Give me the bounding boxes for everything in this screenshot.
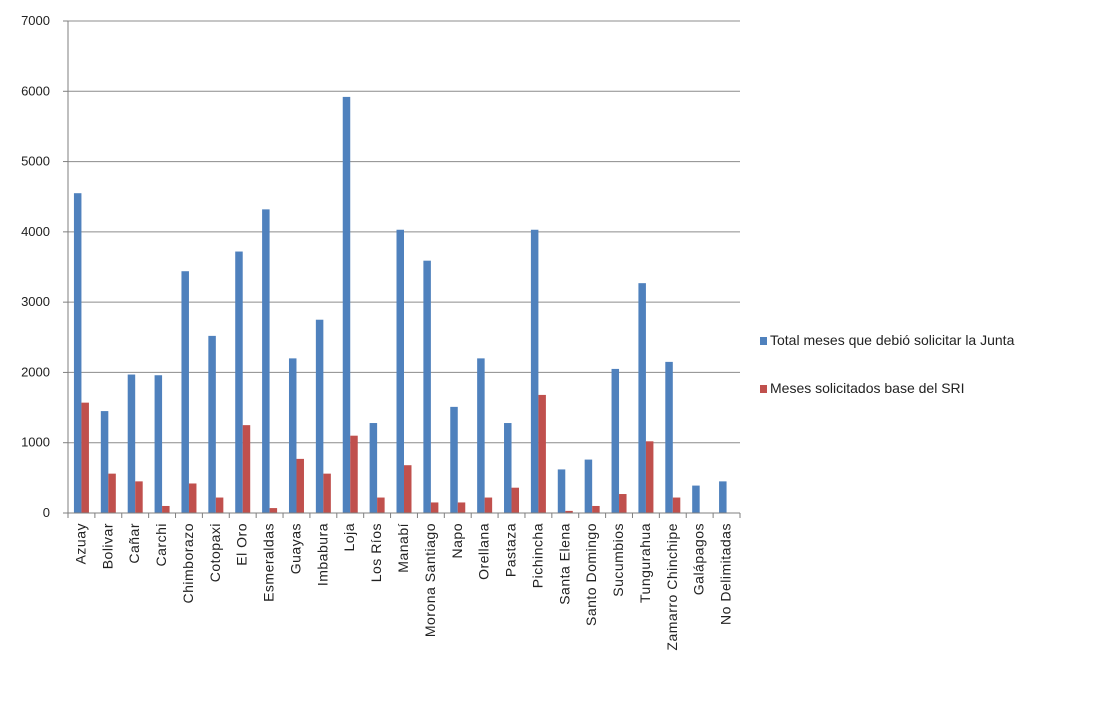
- x-category-label: Morona Santiago: [422, 523, 438, 637]
- y-tick-label: 0: [43, 505, 50, 520]
- bar-series-2-esmeraldas: [269, 508, 278, 513]
- x-category-label: Chimborazo: [180, 523, 196, 603]
- x-category-label: Bolivar: [99, 523, 115, 569]
- bar-series-1-azuay: [73, 193, 82, 513]
- x-category-label: Esmeraldas: [261, 523, 277, 602]
- x-category-label: No Delimitadas: [718, 523, 734, 625]
- x-category-label: Los Ríos: [368, 523, 384, 582]
- bar-series-1-napo: [450, 406, 458, 513]
- bar-series-2-bolivar: [108, 473, 116, 513]
- bar-series-1-carchi: [154, 375, 163, 513]
- bar-series-1-esmeraldas: [262, 209, 270, 513]
- bar-series-1-pichincha: [530, 229, 539, 513]
- bar-series-1-santo-domingo: [584, 459, 593, 513]
- x-category-label: Tungurahua: [637, 523, 653, 603]
- bar-series-1-loja: [342, 96, 351, 513]
- bar-series-2-el-oro: [242, 425, 251, 513]
- y-tick-label: 7000: [21, 13, 50, 28]
- x-category-label: Manabí: [395, 523, 411, 573]
- y-tick-label: 4000: [21, 224, 50, 239]
- bar-series-1-orellana: [477, 358, 485, 513]
- x-category-label: Sucumbios: [610, 523, 626, 597]
- y-tick-label: 5000: [21, 154, 50, 169]
- bar-series-2-orellana: [484, 497, 493, 513]
- legend-label: Meses solicitados base del SRI: [770, 380, 965, 396]
- bar-series-2-chimborazo: [188, 483, 197, 513]
- bar-series-1-el-oro: [235, 251, 243, 513]
- bar-series-2-cotopaxi: [215, 497, 224, 513]
- legend-swatch: [760, 385, 767, 393]
- x-category-label: Pichincha: [529, 523, 545, 588]
- bar-series-2-santo-domingo: [592, 505, 600, 513]
- bar-series-2-los-r-os: [377, 497, 385, 513]
- bar-series-2-imbabura: [323, 473, 331, 513]
- bar-series-2-ca-ar: [135, 481, 143, 513]
- x-category-label: Orellana: [476, 523, 492, 580]
- bar-series-2-guayas: [296, 458, 304, 513]
- bar-series-1-pastaza: [504, 423, 512, 513]
- x-category-label: Carchi: [153, 523, 169, 566]
- legend-swatch: [760, 337, 767, 345]
- bar-series-2-carchi: [162, 505, 170, 513]
- legend-label: Total meses que debió solicitar la Junta: [770, 332, 1015, 348]
- x-category-label: Pastaza: [503, 523, 519, 577]
- bar-series-2-zamarro-chinchipe: [672, 497, 681, 513]
- x-category-label: Azuay: [72, 523, 88, 564]
- bar-series-1-sucumbios: [611, 368, 620, 513]
- x-category-label: Galápagos: [691, 523, 707, 595]
- bar-series-2-sucumbios: [619, 494, 627, 513]
- x-category-label: Imbabura: [314, 523, 330, 586]
- bar-series-1-tungurahua: [638, 283, 646, 513]
- x-category-label: Guayas: [287, 523, 303, 574]
- bar-series-1-imbabura: [315, 319, 324, 513]
- bar-series-1-chimborazo: [181, 271, 189, 513]
- x-category-label: Napo: [449, 523, 465, 558]
- bar-series-2-pastaza: [511, 487, 520, 513]
- bar-series-1-no-delimitadas: [719, 481, 727, 513]
- bar-series-2-morona-santiago: [430, 502, 439, 513]
- bar-series-1-morona-santiago: [423, 260, 431, 513]
- x-category-label: Cañar: [126, 523, 142, 564]
- x-category-label: Loja: [341, 523, 357, 551]
- x-category-label: Santa Elena: [556, 523, 572, 605]
- y-tick-label: 3000: [21, 294, 50, 309]
- y-tick-label: 2000: [21, 364, 50, 379]
- bar-series-1-zamarro-chinchipe: [665, 361, 673, 513]
- bar-series-2-napo: [457, 502, 466, 513]
- x-category-label: Santo Domingo: [583, 523, 599, 626]
- bars: [73, 96, 727, 513]
- y-tick-label: 6000: [21, 83, 50, 98]
- bar-series-2-azuay: [81, 402, 89, 513]
- bar-series-1-gal-pagos: [692, 485, 700, 513]
- bar-series-2-loja: [350, 435, 358, 513]
- bar-series-1-guayas: [288, 358, 297, 513]
- bar-series-1-bolivar: [100, 411, 109, 513]
- bar-series-2-manab-: [404, 465, 412, 513]
- x-category-label: El Oro: [234, 523, 250, 566]
- bar-series-1-cotopaxi: [208, 335, 216, 513]
- bar-series-1-manab-: [396, 229, 404, 513]
- bar-series-2-pichincha: [538, 394, 546, 513]
- bar-series-2-santa-elena: [565, 510, 573, 513]
- x-category-label: Cotopaxi: [207, 523, 223, 582]
- x-category-label: Zamarro Chinchipe: [664, 523, 680, 651]
- bar-series-1-ca-ar: [127, 374, 136, 513]
- bar-series-1-santa-elena: [557, 469, 566, 513]
- axes: 0 1000 2000 3000 4000 5000 6000 7000 Azuay Boliva…: [21, 13, 741, 651]
- legend: Total meses que debió solicitar la Junta…: [760, 332, 1015, 396]
- bar-series-1-los-r-os: [369, 423, 378, 513]
- bar-series-2-tungurahua: [645, 441, 654, 513]
- y-tick-label: 1000: [21, 435, 50, 450]
